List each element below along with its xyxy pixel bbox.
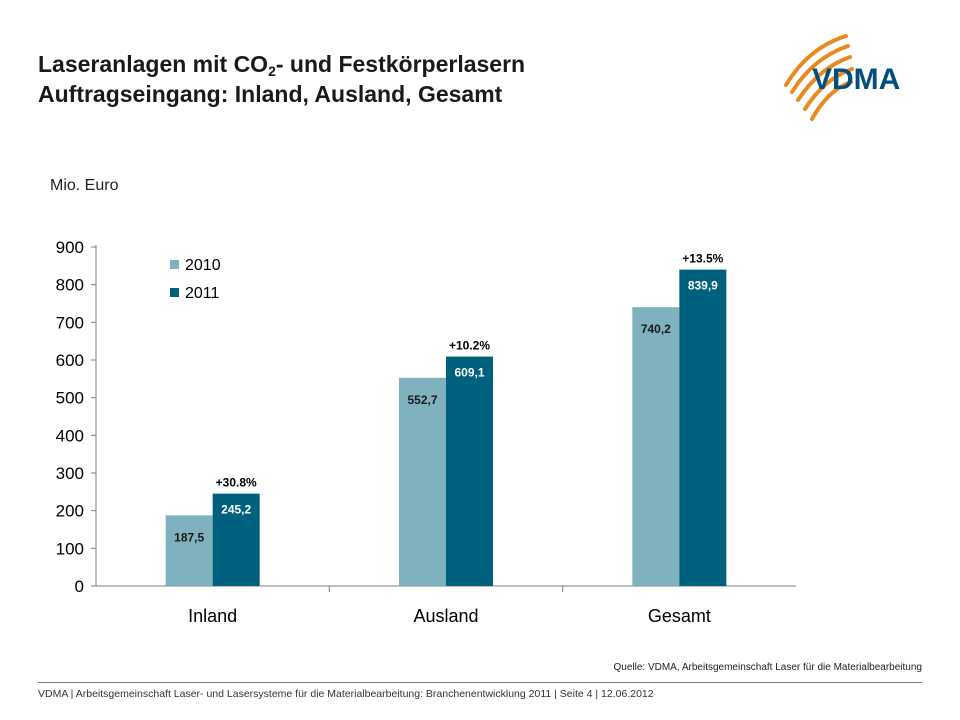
data-label: 552,7 xyxy=(407,393,437,407)
data-label: 609,1 xyxy=(454,366,484,380)
logo-arcs xyxy=(784,34,854,121)
y-tick-label: 300 xyxy=(56,464,84,483)
y-tick-label: 700 xyxy=(56,313,84,332)
x-category-label: Ausland xyxy=(413,606,478,626)
bar-2011-gesamt xyxy=(679,269,727,586)
y-tick-label: 100 xyxy=(56,539,84,558)
data-label: 187,5 xyxy=(174,530,204,544)
y-tick-label: 500 xyxy=(56,389,84,408)
footer-text: VDMA | Arbeitsgemeinschaft Laser- und La… xyxy=(38,688,654,700)
y-tick-label: 0 xyxy=(75,577,84,596)
page-title: Laseranlagen mit CO2- und Festkörperlase… xyxy=(38,49,525,109)
y-tick-label: 600 xyxy=(56,351,84,370)
data-label: 740,2 xyxy=(641,322,671,336)
bar-2010-inland xyxy=(165,515,213,586)
bar-2010-gesamt xyxy=(632,307,680,586)
title-line-2: Auftragseingang: Inland, Ausland, Gesamt xyxy=(38,81,503,107)
x-category-label: Inland xyxy=(188,606,237,626)
logo-wordmark: VDMA xyxy=(812,63,900,96)
title-line-1: Laseranlagen mit CO2- und Festkörperlase… xyxy=(38,51,526,79)
legend-swatch-2011 xyxy=(170,288,179,297)
growth-label: +13.5% xyxy=(682,252,723,266)
legend-label-2011: 2011 xyxy=(185,285,220,302)
legend-swatch-2010 xyxy=(170,260,179,269)
x-category-label: Gesamt xyxy=(648,606,711,626)
data-label: 839,9 xyxy=(688,279,718,293)
legend-label-2010: 2010 xyxy=(185,257,221,274)
bar-chart: 0 100 200 300 400 500 600 700 800 900 Inland 187,5 2… xyxy=(56,238,796,626)
bar-2011-inland xyxy=(212,493,260,586)
growth-label: +10.2% xyxy=(449,339,490,353)
bar-2010-ausland xyxy=(399,377,446,586)
y-tick-label: 200 xyxy=(56,502,84,521)
y-tick-label: 900 xyxy=(56,238,84,257)
y-unit-label: Mio. Euro xyxy=(50,177,119,194)
vdma-logo: VDMA xyxy=(784,34,900,121)
bar-2011-ausland xyxy=(446,356,493,586)
y-tick-label: 400 xyxy=(56,426,84,445)
y-tick-label: 800 xyxy=(56,276,84,295)
growth-label: +30.8% xyxy=(216,476,257,490)
data-label: 245,2 xyxy=(221,503,251,517)
source-note: Quelle: VDMA, Arbeitsgemeinschaft Laser … xyxy=(613,662,923,673)
footer-divider xyxy=(38,682,922,683)
